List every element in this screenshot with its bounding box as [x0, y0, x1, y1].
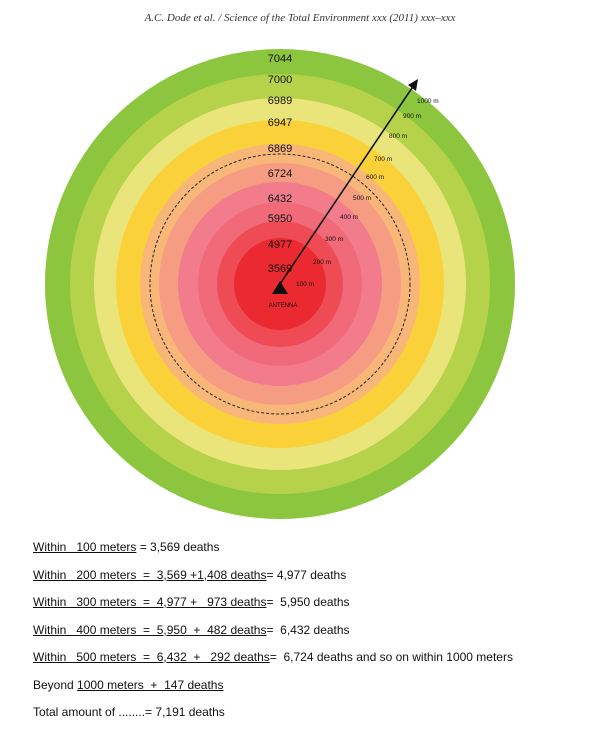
distance-label: 600 m: [366, 174, 384, 181]
stat-line: Total amount of ........= 7,191 deaths: [33, 705, 513, 719]
ring-label: 4977: [268, 239, 292, 251]
stat-line: Within 200 meters = 3,569 +1,408 deaths=…: [33, 568, 513, 582]
distance-label: 100 m: [296, 281, 314, 288]
stat-underlined-text: Within 100 meters: [33, 540, 137, 554]
stat-line: Within 300 meters = 4,977 + 973 deaths= …: [33, 595, 513, 609]
distance-label: 900 m: [403, 113, 421, 120]
distance-label: 300 m: [325, 236, 343, 243]
stat-underlined-text: Within 500 meters = 6,432 + 292 deaths: [33, 650, 270, 664]
ring-label: 6869: [268, 143, 292, 155]
distance-label: 1000 m: [417, 98, 439, 105]
distance-arrow-line: [279, 84, 415, 285]
ring-label: 6432: [268, 193, 292, 205]
radiation-rings-diagram: 7044 7000 6989 6947 6869 6724 6432 5950 4977 3569…: [45, 49, 515, 519]
paper-header: A.C. Dode et al. / Science of the Total …: [0, 12, 600, 24]
distance-label: 700 m: [374, 156, 392, 163]
stat-text: = 3,569 deaths: [136, 540, 220, 554]
distance-label: 200 m: [313, 259, 331, 266]
500m-boundary-dashed-circle: [149, 153, 411, 415]
stat-line: Beyond 1000 meters + 147 deaths: [33, 678, 513, 692]
citation-text: A.C. Dode et al. / Science of the Total …: [144, 12, 456, 24]
ring-death-labels: 7044 7000 6989 6947 6869 6724 6432 5950 4977 3569: [268, 53, 292, 275]
stat-underlined-text: Within 300 meters = 4,977 + 973 deaths: [33, 595, 267, 609]
ring-label: 6724: [268, 168, 292, 180]
ring-label: 3569: [268, 263, 292, 275]
distance-labels: 100 m 200 m 300 m 400 m 500 m 600 m 700 m 800 m…: [296, 98, 439, 288]
stat-underlined-text: Within 200 meters = 3,569 +1,408 deaths: [33, 567, 267, 582]
ring-label: 6989: [268, 95, 292, 107]
ring-label: 6947: [268, 117, 292, 129]
ring-label: 5950: [268, 213, 292, 225]
antenna-label: ANTENNA: [269, 303, 298, 309]
ring-label: 7000: [268, 74, 292, 86]
stat-text: = 4,977 deaths: [266, 567, 347, 582]
stat-text: = 6,724 deaths and so on within 1000 met…: [269, 650, 513, 664]
distance-arrow-head: [408, 79, 418, 91]
stat-line: Within 500 meters = 6,432 + 292 deaths= …: [33, 650, 513, 664]
stat-text: = 6,432 deaths: [266, 622, 350, 637]
distance-label: 800 m: [389, 133, 407, 140]
antenna-icon: [272, 281, 288, 294]
stat-text: = 5,950 deaths: [266, 595, 350, 609]
stat-underlined-text: 1000 meters + 147 deaths: [77, 677, 224, 692]
stat-text: Beyond: [33, 677, 78, 692]
stat-underlined-text: Within 400 meters = 5,950 + 482 deaths: [33, 622, 267, 637]
stat-text: Total amount of ........= 7,191 deaths: [33, 705, 225, 719]
stat-line: Within 400 meters = 5,950 + 482 deaths= …: [33, 623, 513, 637]
death-statistics: Within 100 meters = 3,569 deaths Within 2…: [33, 540, 513, 733]
distance-label: 500 m: [353, 195, 371, 202]
distance-label: 400 m: [340, 214, 358, 221]
stat-line: Within 100 meters = 3,569 deaths: [33, 540, 513, 554]
ring-label: 7044: [268, 53, 292, 65]
